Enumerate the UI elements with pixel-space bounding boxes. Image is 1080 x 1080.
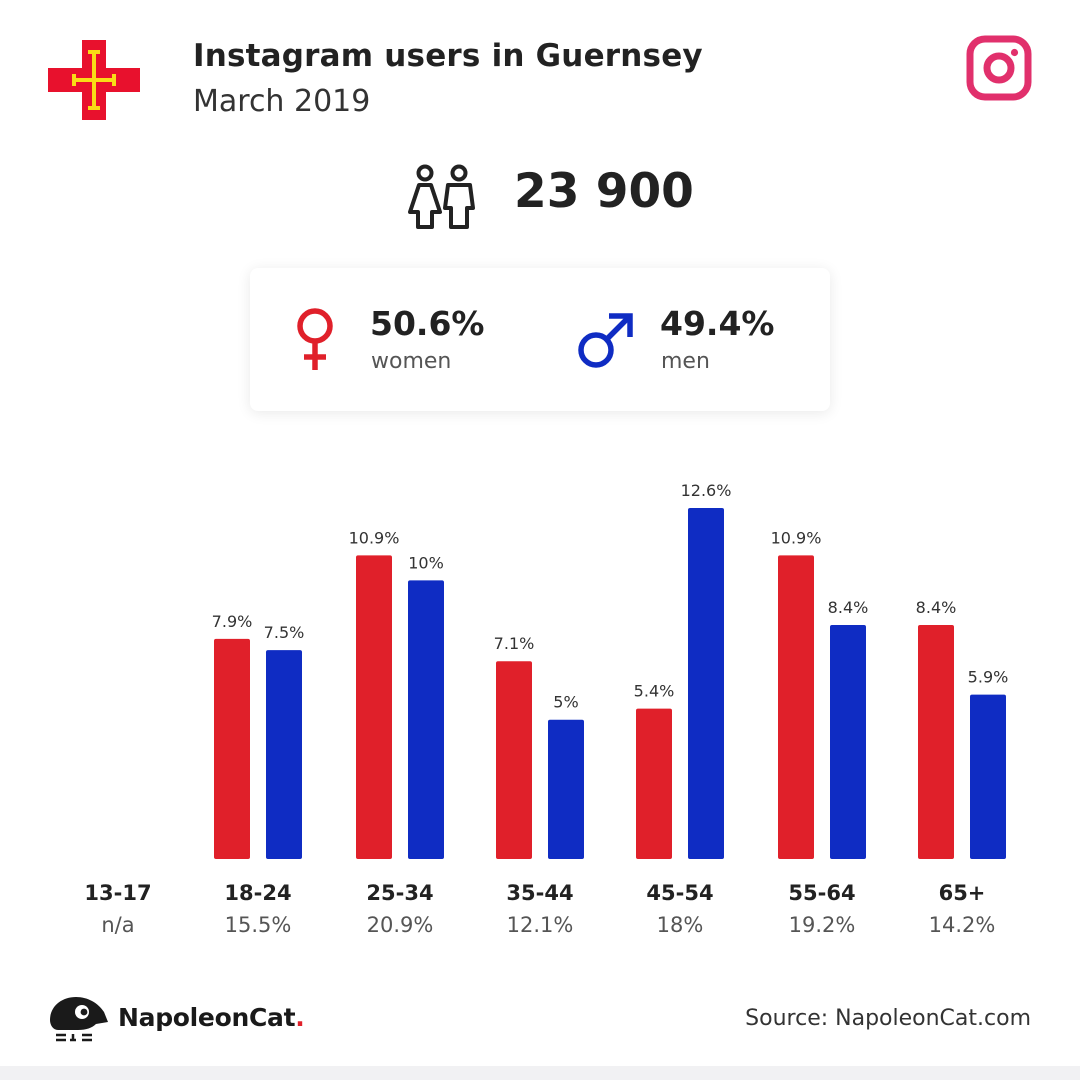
brand-name: NapoleonCat.	[118, 1003, 305, 1032]
bar-men-45-54	[688, 508, 724, 859]
bar-women-65+	[918, 625, 954, 859]
women-label: women	[371, 349, 452, 374]
data-label-men-25-34: 10%	[408, 553, 444, 572]
guernsey-flag-icon	[48, 40, 140, 120]
category-total-45-54: 18%	[657, 913, 704, 937]
men-label: men	[661, 349, 710, 374]
bar-men-35-44	[548, 719, 584, 859]
category-label-18-24: 18-24	[224, 881, 291, 905]
bar-women-25-34	[356, 555, 392, 859]
category-label-65+: 65+	[939, 881, 986, 905]
category-total-65+: 14.2%	[929, 913, 996, 937]
bar-men-65+	[970, 694, 1006, 859]
women-percentage: 50.6%	[370, 304, 485, 343]
data-label-men-45-54: 12.6%	[681, 481, 732, 500]
data-label-men-35-44: 5%	[553, 693, 578, 712]
data-label-men-55-64: 8.4%	[828, 598, 869, 617]
bar-men-18-24	[266, 650, 302, 859]
data-label-women-25-34: 10.9%	[349, 528, 400, 547]
gender-card	[250, 268, 830, 411]
category-label-45-54: 45-54	[646, 881, 713, 905]
chart-subtitle: March 2019	[193, 84, 371, 119]
data-label-women-55-64: 10.9%	[771, 528, 822, 547]
data-label-men-18-24: 7.5%	[264, 623, 305, 642]
category-total-55-64: 19.2%	[789, 913, 856, 937]
category-label-35-44: 35-44	[506, 881, 573, 905]
bar-women-55-64	[778, 555, 814, 859]
data-label-women-45-54: 5.4%	[634, 682, 675, 701]
category-total-35-44: 12.1%	[507, 913, 574, 937]
bar-men-55-64	[830, 625, 866, 859]
users-icon	[408, 164, 475, 229]
bar-women-35-44	[496, 661, 532, 859]
source-note: Source: NapoleonCat.com	[745, 1006, 1031, 1031]
bar-men-25-34	[408, 580, 444, 859]
brand-dot: .	[295, 1003, 305, 1032]
bar-women-45-54	[636, 708, 672, 859]
total-users: 23 900	[514, 164, 694, 219]
brand-name-text: NapoleonCat	[118, 1003, 296, 1032]
category-total-13-17: n/a	[101, 913, 134, 937]
data-label-men-65+: 5.9%	[968, 668, 1009, 687]
female-symbol-icon	[297, 308, 333, 370]
category-total-25-34: 20.9%	[367, 913, 434, 937]
napoleoncat-logo-icon	[50, 997, 108, 1042]
male-symbol-icon	[578, 313, 633, 368]
chart-title: Instagram users in Guernsey	[193, 38, 703, 74]
data-label-women-18-24: 7.9%	[212, 612, 253, 631]
men-percentage: 49.4%	[660, 304, 775, 343]
category-total-18-24: 15.5%	[225, 913, 292, 937]
data-label-women-35-44: 7.1%	[494, 634, 535, 653]
category-label-55-64: 55-64	[788, 881, 855, 905]
bar-women-18-24	[214, 638, 250, 859]
category-label-25-34: 25-34	[366, 881, 433, 905]
footer-strip	[0, 1066, 1080, 1080]
instagram-icon	[966, 35, 1032, 101]
category-label-13-17: 13-17	[84, 881, 151, 905]
data-label-women-65+: 8.4%	[916, 598, 957, 617]
